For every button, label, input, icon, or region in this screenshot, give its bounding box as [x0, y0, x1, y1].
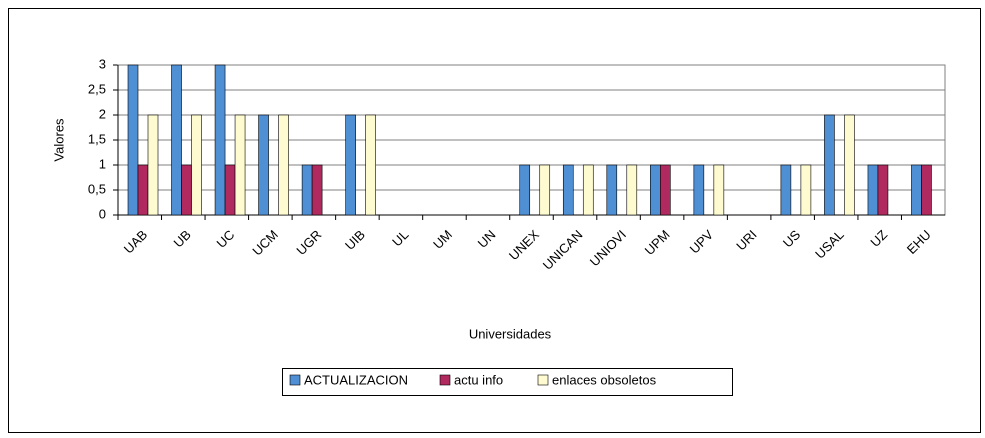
- bar: [713, 164, 725, 216]
- bar: [562, 164, 574, 216]
- bar: [365, 114, 376, 216]
- bar: [191, 114, 202, 216]
- legend-swatch: [289, 374, 301, 386]
- bar: [877, 164, 889, 216]
- x-axis-label: Universidades: [469, 326, 552, 341]
- bar: [127, 64, 139, 216]
- legend-label: actu info: [454, 372, 503, 387]
- bar: [606, 164, 618, 216]
- y-tick-label: 0: [99, 206, 106, 221]
- bar: [147, 114, 159, 216]
- bar: [345, 114, 356, 216]
- legend-swatch: [537, 374, 549, 386]
- bar: [214, 64, 226, 216]
- bar: [171, 64, 182, 216]
- y-tick-label: 2: [99, 106, 106, 121]
- bar: [844, 114, 855, 216]
- y-tick-label: 1: [99, 156, 106, 171]
- bar: [824, 114, 835, 216]
- bar: [258, 114, 269, 216]
- legend-swatch: [439, 374, 451, 386]
- bar: [234, 114, 246, 216]
- bar: [137, 164, 149, 216]
- bar: [224, 164, 236, 216]
- bar: [867, 164, 879, 216]
- legend-box: [282, 368, 733, 396]
- bar: [301, 164, 313, 216]
- bar: [780, 164, 792, 216]
- bar: [911, 164, 922, 216]
- y-tick-label: 1,5: [88, 131, 106, 146]
- bar: [278, 114, 289, 216]
- y-tick-label: 3: [99, 56, 106, 71]
- y-tick-label: 0,5: [88, 181, 106, 196]
- bar: [660, 164, 671, 216]
- bar: [626, 164, 638, 216]
- bar: [693, 164, 705, 216]
- y-tick-label: 2,5: [88, 81, 106, 96]
- bar: [519, 164, 531, 216]
- bar: [800, 164, 812, 216]
- legend-label: ACTUALIZACION: [304, 372, 408, 387]
- legend-label: enlaces obsoletos: [552, 372, 657, 387]
- bar: [539, 164, 551, 216]
- bar: [582, 164, 594, 216]
- bar: [181, 164, 192, 216]
- chart-frame: [8, 8, 981, 433]
- bar: [921, 164, 932, 216]
- bar: [650, 164, 661, 216]
- y-axis-label: Valores: [51, 118, 66, 162]
- bar: [311, 164, 323, 216]
